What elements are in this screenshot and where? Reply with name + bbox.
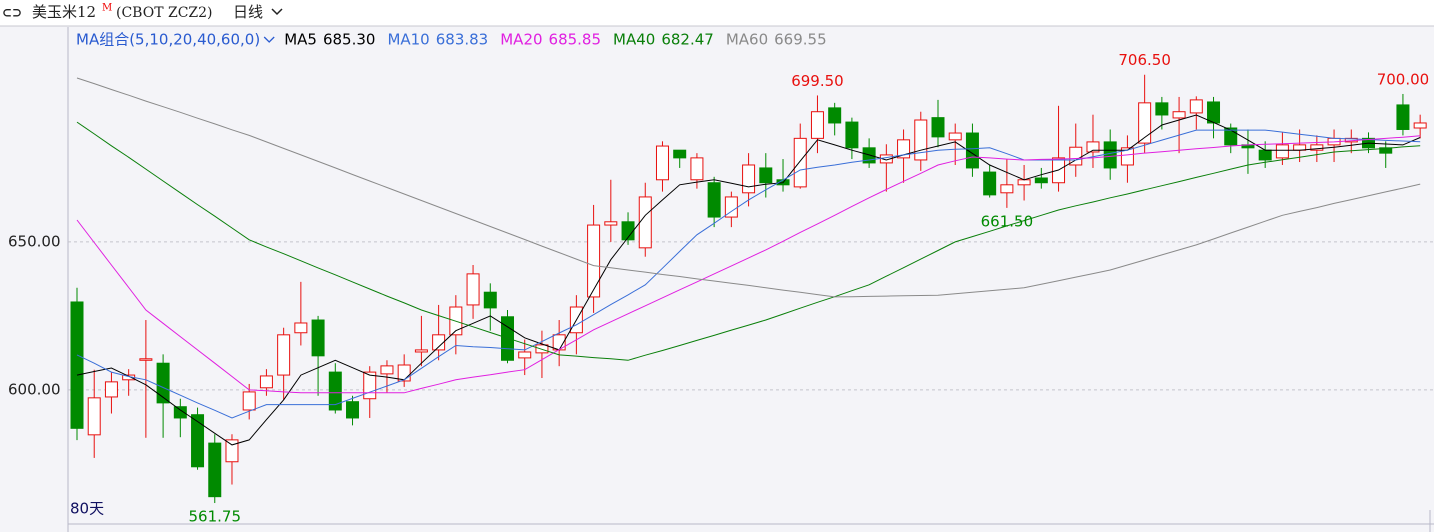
- candle-body: [673, 149, 687, 159]
- candle-body: [931, 117, 945, 138]
- ma-group-label: MA组合(5,10,20,40,60,0): [76, 31, 260, 49]
- candle-body: [1086, 141, 1100, 153]
- candle-body: [690, 157, 704, 181]
- candle-body: [604, 221, 618, 226]
- legend-value: 669.55: [774, 31, 827, 49]
- candle-body: [810, 111, 824, 139]
- y-tick-label: 650.00: [8, 232, 61, 250]
- candle-body: [655, 145, 669, 181]
- candle-body: [483, 291, 497, 309]
- candle-body: [914, 119, 928, 161]
- period-mark: M: [102, 3, 112, 14]
- candle-body: [1189, 99, 1203, 114]
- legend-name: MA20: [500, 31, 542, 49]
- candle-body: [759, 167, 773, 184]
- candle-body: [70, 301, 84, 429]
- candle-body: [1103, 141, 1117, 169]
- extreme-label: 700.00: [1377, 70, 1430, 88]
- candle-body: [793, 137, 807, 188]
- candle-body: [259, 375, 273, 389]
- ma-line: [76, 135, 1421, 394]
- link-icon[interactable]: ⊂⊃: [2, 6, 22, 20]
- ma-line: [76, 77, 1421, 298]
- candle-body: [518, 351, 532, 359]
- candle-body: [707, 182, 721, 218]
- candle-body: [1034, 177, 1048, 184]
- candle-body: [397, 364, 411, 382]
- candle-body: [380, 365, 394, 375]
- legend-name: MA10: [387, 31, 429, 49]
- interval[interactable]: 日线: [233, 3, 263, 21]
- candle-body: [983, 171, 997, 196]
- candle-body: [1379, 147, 1393, 154]
- y-tick-label: 600.00: [8, 380, 61, 398]
- candle-body: [346, 401, 360, 419]
- candle-body: [1120, 147, 1134, 166]
- candle-body: [277, 334, 291, 376]
- candle-body: [587, 224, 601, 298]
- candle-body: [1396, 104, 1410, 130]
- candle-body: [363, 371, 377, 400]
- candle-body: [948, 132, 962, 141]
- symbol-name: 美玉米12: [32, 3, 96, 21]
- legend-name: MA60: [726, 31, 768, 49]
- candle-body: [828, 107, 842, 124]
- legend-value: 685.85: [549, 31, 602, 49]
- header-bar: [0, 0, 1434, 26]
- ma-line: [76, 129, 1421, 419]
- candle-body: [1413, 122, 1427, 129]
- candle-body: [1310, 144, 1324, 151]
- candle-body: [208, 442, 222, 498]
- candle-body: [1172, 111, 1186, 119]
- days-label: 80天: [70, 500, 104, 518]
- candle-body: [466, 273, 480, 306]
- legend-value: 682.47: [661, 31, 714, 49]
- candle-body: [845, 121, 859, 149]
- legend-name: MA40: [613, 31, 655, 49]
- candle-body: [311, 319, 325, 357]
- legend: MA组合(5,10,20,40,60,0) MA5 685.30 MA10 683.83…: [76, 31, 827, 49]
- symbol-code: (CBOT ZCZ2): [116, 5, 213, 21]
- extreme-label: 661.50: [981, 212, 1034, 230]
- candle-body: [432, 334, 446, 351]
- candle-body: [87, 397, 101, 436]
- candle-body: [1258, 149, 1272, 161]
- candle-body: [294, 322, 308, 334]
- candle-body: [191, 414, 205, 468]
- candle-body: [1138, 102, 1152, 144]
- candle-body: [139, 358, 153, 361]
- candle-body: [156, 362, 170, 404]
- candle-body: [328, 371, 342, 411]
- legend-value: 683.83: [436, 31, 489, 49]
- candle-body: [621, 221, 635, 241]
- candle-body: [1155, 102, 1169, 116]
- candle-body: [1207, 101, 1221, 124]
- candle-body: [897, 139, 911, 159]
- candle-body: [1017, 179, 1031, 186]
- candle-body: [965, 132, 979, 169]
- extreme-label: 561.75: [189, 508, 242, 526]
- legend-name: MA5: [284, 31, 317, 49]
- candle-body: [242, 391, 256, 411]
- extreme-label: 699.50: [791, 72, 844, 90]
- dropdown-arrow: [263, 36, 275, 43]
- candle-body: [414, 349, 428, 353]
- candle-body: [173, 406, 187, 419]
- candle-body: [104, 381, 118, 398]
- candle-body: [225, 439, 239, 463]
- candle-body: [1000, 184, 1014, 194]
- dropdown-arrow[interactable]: [271, 8, 283, 16]
- candle-body: [638, 196, 652, 249]
- candle-body: [1275, 144, 1289, 159]
- ma-line: [76, 121, 1421, 361]
- candle-body: [742, 164, 756, 194]
- extreme-label: 706.50: [1118, 51, 1171, 69]
- ma-line: [76, 114, 1421, 446]
- legend-value: 685.30: [323, 31, 376, 49]
